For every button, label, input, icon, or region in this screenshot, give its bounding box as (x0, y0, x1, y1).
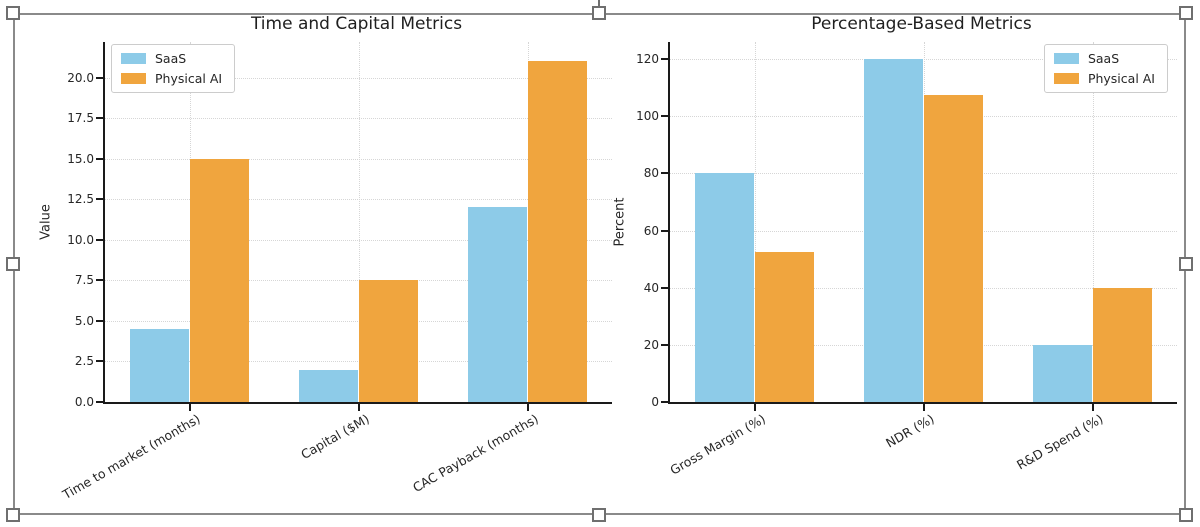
y-tick-mark (661, 58, 668, 61)
bar-physical-ai-gross-margin (754, 252, 814, 402)
y-tick-mark (661, 286, 668, 289)
y-tick-mark (96, 76, 103, 79)
legend-label-physical-ai: Physical AI (1087, 71, 1155, 86)
y-tick-mark (96, 238, 103, 241)
legend-item-saas: SaaS (121, 51, 222, 66)
bar-physical-ai-capital-m (358, 280, 418, 402)
legend-label-saas: SaaS (155, 51, 187, 66)
y-tick-mark (96, 319, 103, 322)
y-tick-label: 40 (643, 280, 659, 295)
selection-handle-bottom-right[interactable] (1179, 508, 1193, 522)
x-tick-mark (188, 404, 191, 411)
x-tick-mark (357, 404, 360, 411)
bar-saas-r-d-spend (1033, 344, 1093, 402)
y-tick-mark (96, 198, 103, 201)
legend-swatch-saas (1053, 53, 1079, 64)
x-tick-mark (922, 404, 925, 411)
y-tick-label: 120 (636, 52, 659, 67)
y-tick-mark (96, 279, 103, 282)
x-tick-mark (526, 404, 529, 411)
selection-handle-middle-left[interactable] (6, 257, 20, 271)
selection-handle-top-center[interactable] (592, 6, 606, 20)
y-tick-mark (661, 343, 668, 346)
legend-swatch-saas (121, 53, 146, 64)
bar-physical-ai-cac-payback-months (527, 61, 587, 402)
x-tick-label: Time to market (months) (60, 411, 203, 503)
plot-area-left: 0.0 2.5 5.0 7.5 10.0 12.5 15.0 17.5 20.0 Time to … (60, 42, 612, 502)
v-gridline (358, 42, 360, 402)
bar-saas-ndr (864, 59, 924, 402)
legend: SaaS Physical AI (111, 44, 236, 93)
bar-saas-cac-payback-months (468, 207, 528, 402)
x-tick-label: R&D Spend (%) (1014, 411, 1106, 473)
legend-item-saas: SaaS (1053, 51, 1155, 66)
v-gridline (754, 42, 756, 402)
y-tick-label: 17.5 (67, 111, 94, 126)
y-tick-label: 100 (636, 109, 659, 124)
y-tick-mark (96, 117, 103, 120)
y-axis-label-left: Value (38, 204, 54, 240)
bar-physical-ai-r-d-spend (1092, 287, 1152, 402)
selection-handle-bottom-left[interactable] (6, 508, 20, 522)
bar-physical-ai-time-to-market-months (189, 158, 249, 402)
y-tick-label: 20.0 (67, 70, 94, 85)
y-tick-label: 80 (643, 166, 659, 181)
y-tick-mark (96, 360, 103, 363)
x-tick-label: Capital ($M) (298, 411, 372, 463)
y-tick-label: 15.0 (67, 151, 94, 166)
selection-handle-top-left[interactable] (6, 6, 20, 20)
y-tick-mark (96, 401, 103, 403)
selection-handle-top-right[interactable] (1179, 6, 1193, 20)
chart-title-right: Percentage-Based Metrics (811, 14, 1032, 34)
x-tick-label: CAC Payback (months) (410, 411, 541, 496)
y-tick-mark (96, 157, 103, 160)
bar-physical-ai-ndr (923, 94, 983, 402)
y-tick-mark (661, 229, 668, 232)
legend-item-physical-ai: Physical AI (1053, 71, 1155, 86)
y-tick-label: 0 (651, 395, 659, 409)
y-tick-label: 60 (643, 223, 659, 238)
y-axis-label-right: Percent (612, 197, 628, 247)
chart-title-left: Time and Capital Metrics (250, 14, 463, 34)
y-tick-label: 2.5 (74, 354, 94, 369)
plot-area-right: 0 20 40 60 80 100 120 Gross Margin (%) NDR (%) R&… (636, 42, 1177, 478)
y-tick-label: 10.0 (67, 232, 94, 247)
legend-item-physical-ai: Physical AI (121, 71, 222, 86)
x-tick-mark (753, 404, 756, 411)
x-tick-label: NDR (%) (883, 411, 937, 451)
y-tick-mark (661, 401, 668, 403)
legend-label-saas: SaaS (1087, 51, 1120, 66)
y-tick-label: 7.5 (74, 273, 94, 288)
legend-label-physical-ai: Physical AI (155, 71, 223, 86)
legend: SaaS Physical AI (1043, 44, 1168, 93)
y-tick-label: 5.0 (74, 313, 94, 328)
bar-saas-capital-m (299, 369, 359, 402)
y-tick-mark (661, 172, 668, 175)
selection-handle-bottom-center[interactable] (592, 508, 606, 522)
x-tick-label: Gross Margin (%) (667, 411, 768, 478)
legend-swatch-physical-ai (121, 73, 146, 84)
selection-handle-middle-right[interactable] (1179, 257, 1193, 271)
rotation-handle-line (598, 0, 600, 7)
x-tick-mark (1091, 404, 1094, 411)
bar-saas-gross-margin (695, 173, 755, 402)
y-tick-mark (661, 115, 668, 118)
y-tick-label: 12.5 (67, 192, 94, 207)
y-tick-label: 20 (643, 337, 659, 352)
v-gridline (1092, 42, 1094, 402)
y-tick-label: 0.0 (74, 395, 94, 409)
legend-swatch-physical-ai (1053, 73, 1079, 84)
bar-saas-time-to-market-months (130, 329, 190, 402)
